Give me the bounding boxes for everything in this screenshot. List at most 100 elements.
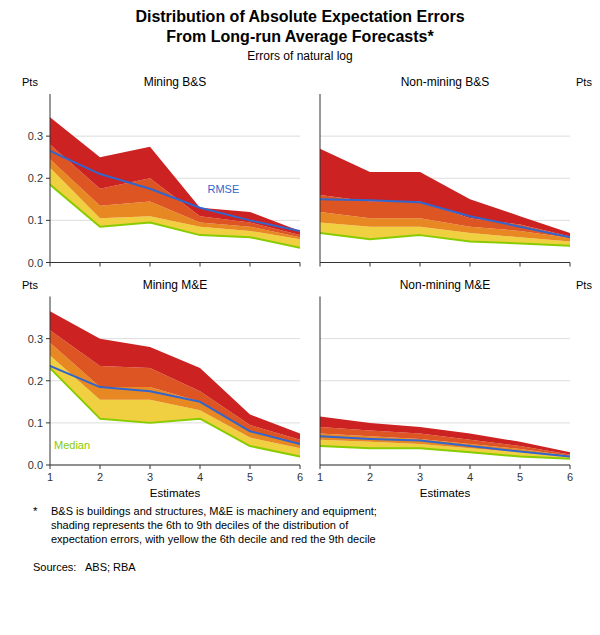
x-tick: [370, 465, 371, 469]
series-line: [320, 233, 570, 246]
annotation: RMSE: [208, 183, 240, 195]
y-tick: [46, 380, 50, 381]
x-tick: [470, 263, 471, 267]
footnote-marker: *: [33, 505, 38, 517]
footnote-line: expectation errors, with yellow the 6th …: [51, 533, 376, 545]
plot-area: [50, 117, 300, 248]
grid-line: [320, 262, 570, 263]
x-tick-label: 2: [97, 471, 103, 483]
y-tick-label: 0.0: [28, 257, 43, 269]
grid-line: [320, 380, 570, 381]
x-tick: [370, 263, 371, 267]
chart: Distribution of Absolute Expectation Err…: [0, 0, 600, 635]
x-tick: [200, 465, 201, 469]
x-tick: [520, 465, 521, 469]
footnote-line: B&S is buildings and structures, M&E is …: [51, 505, 377, 517]
x-tick-label: 1: [47, 471, 53, 483]
x-axis-line: [50, 262, 300, 263]
x-tick-label: 2: [367, 471, 373, 483]
series-line: [320, 199, 570, 237]
panel-title: Non-mining M&E: [400, 278, 491, 292]
panel: 1 2 3 4 5 6 Non-mining M&E Pts Estimates: [317, 278, 592, 500]
y-tick: [46, 262, 50, 263]
x-tick: [300, 465, 301, 469]
grid-line: [320, 338, 570, 339]
x-tick-label: 5: [517, 471, 523, 483]
y-axis-label: Pts: [22, 279, 38, 291]
y-tick: [46, 220, 50, 221]
y-axis-label: Pts: [22, 76, 38, 88]
plot-area: [50, 311, 300, 456]
y-tick-label: 0.2: [28, 375, 43, 387]
x-axis-line: [320, 465, 570, 466]
panel-title: Mining M&E: [143, 278, 208, 292]
x-tick-label: 5: [247, 471, 253, 483]
sources: Sources: ABS; RBA: [33, 561, 136, 573]
x-tick: [100, 465, 101, 469]
x-axis-label: Estimates: [420, 487, 471, 499]
y-tick-label: 0.3: [28, 333, 43, 345]
x-axis-line: [50, 465, 300, 466]
decile-band: [320, 417, 570, 455]
y-tick: [46, 136, 50, 137]
x-tick-label: 6: [567, 471, 573, 483]
y-tick: [46, 422, 50, 423]
series-line: [50, 366, 300, 444]
y-tick-label: 0.0: [28, 459, 43, 471]
plot-area: [320, 149, 570, 246]
footnote: B&S is buildings and structures, M&E is …: [51, 505, 377, 545]
x-tick-label: 3: [417, 471, 423, 483]
title: Distribution of Absolute Expectation Err…: [135, 8, 464, 45]
y-tick: [46, 465, 50, 466]
y-tick: [46, 338, 50, 339]
y-tick-label: 0.1: [28, 214, 43, 226]
grid-line: [50, 465, 300, 466]
grid-line: [320, 465, 570, 466]
panel: Non-mining B&S Pts: [320, 75, 592, 267]
x-tick: [320, 263, 321, 267]
grid-line: [320, 136, 570, 137]
x-axis-line: [320, 262, 570, 263]
y-tick-label: 0.3: [28, 130, 43, 142]
panel: 0.0 0.1 0.2 0.3 Mining B&S Pts RMSE: [22, 75, 300, 269]
x-tick-label: 6: [297, 471, 303, 483]
panel-title: Non-mining B&S: [401, 75, 490, 89]
y-tick: [46, 178, 50, 179]
footnote-line: shading represents the 6th to 9th decile…: [51, 519, 349, 531]
x-tick: [250, 465, 251, 469]
x-tick: [50, 263, 51, 267]
x-tick: [420, 263, 421, 267]
x-tick-label: 1: [317, 471, 323, 483]
series-line: [50, 185, 300, 248]
y-tick-label: 0.1: [28, 417, 43, 429]
x-tick: [200, 263, 201, 267]
panel-title: Mining B&S: [144, 75, 207, 89]
x-tick: [420, 465, 421, 469]
x-tick: [300, 263, 301, 267]
plot-area: [320, 417, 570, 459]
grid-line: [50, 136, 300, 137]
y-axis-line: [320, 94, 321, 263]
y-axis-line: [320, 297, 321, 466]
y-tick-label: 0.2: [28, 172, 43, 184]
title-line: Distribution of Absolute Expectation Err…: [135, 8, 464, 25]
x-tick: [470, 465, 471, 469]
x-tick-label: 4: [467, 471, 473, 483]
annotation: Median: [54, 439, 90, 451]
y-axis-label: Pts: [576, 76, 592, 88]
x-tick: [150, 263, 151, 267]
x-tick: [150, 465, 151, 469]
subtitle: Errors of natural log: [247, 49, 352, 63]
y-axis-label: Pts: [576, 279, 592, 291]
x-tick: [520, 263, 521, 267]
x-tick: [50, 465, 51, 469]
x-tick: [320, 465, 321, 469]
series-line: [50, 151, 300, 231]
panel: 1234560.00.10.20.3Mining M&EPtsEstimates…: [22, 278, 303, 500]
decile-band: [320, 149, 570, 237]
x-tick: [570, 465, 571, 469]
background: [0, 0, 600, 635]
x-tick: [250, 263, 251, 267]
x-axis-label: Estimates: [150, 487, 201, 499]
x-tick: [100, 263, 101, 267]
